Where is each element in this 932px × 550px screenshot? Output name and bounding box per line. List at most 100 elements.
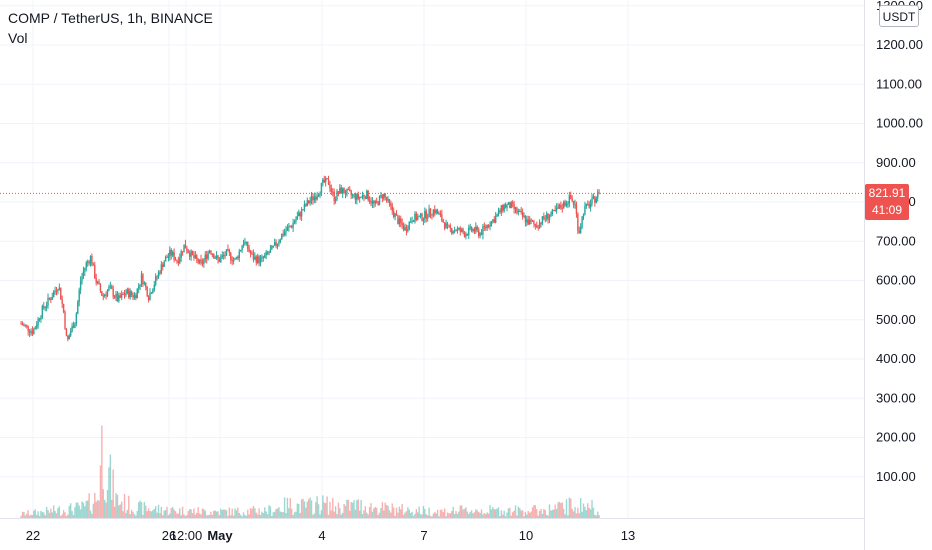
volume-bar [388,510,391,518]
volume-bar [190,509,192,518]
candle-body [507,202,510,205]
volume-bar [95,501,97,518]
candle-body [466,234,469,236]
volume-bar [353,500,355,518]
candle-body [336,191,338,200]
volume-bar [409,513,412,518]
candle-body [380,194,382,196]
candle-body [334,199,337,202]
candle-body [432,209,435,216]
volume-bar [68,505,70,518]
volume-bar [568,497,571,518]
volume-bar [519,508,521,518]
candle-body [443,222,446,229]
time-tick-label: 13 [621,528,635,543]
volume-bar [581,511,583,518]
volume-bar [466,511,469,518]
volume-bar [463,508,466,518]
volume-bar [322,495,324,518]
candle-body [179,257,181,264]
candle-body [130,291,133,295]
volume-bar [200,514,202,518]
volume-bar [356,500,358,518]
volume-bar [460,505,463,518]
volume-bar [371,511,374,518]
candle-body [417,216,419,220]
volume-bar [391,503,393,518]
volume-bar [511,512,514,518]
candle-body [463,232,466,237]
volume-bar [160,506,163,518]
candle-body [145,282,147,288]
volume-bar [523,516,525,518]
candle-body [560,204,562,208]
candle-body [96,281,99,283]
price-tick-label: 600.00 [876,273,916,288]
volume-bar [459,505,461,518]
volume-bar [468,513,470,518]
volume-bar [497,507,500,518]
candle-body [411,220,413,222]
volume-bar [381,502,384,518]
candle-body [453,230,456,232]
candle-body [133,295,136,298]
price-tick-label: 400.00 [876,351,916,366]
candle-body [45,305,48,308]
candle-body [315,196,317,200]
candle-body [98,281,100,285]
candle-body [550,214,552,217]
candle-body [91,256,93,265]
candle-body [405,227,408,232]
volume-bar [227,515,229,518]
candle-body [363,195,365,198]
volume-bar [282,512,284,518]
candle-body [534,223,537,226]
candle-body [567,203,569,205]
candle-body [190,250,192,257]
candle-body [439,213,442,215]
candle-body [303,204,306,211]
candle-body [548,216,551,220]
volume-bar [422,505,425,518]
candle-body [136,288,138,299]
volume-bar [217,511,219,518]
volume-bar [380,508,382,518]
candle-body [173,252,175,260]
candle-body [139,284,141,287]
candle-body [333,191,335,202]
candle-body [143,282,146,284]
volume-bar [324,503,327,518]
candle-body [256,256,259,263]
volume-bar [489,504,491,518]
volume-bar [303,501,306,518]
volume-indicator-label[interactable]: Vol [8,30,28,46]
symbol-title[interactable]: COMP / TetherUS, 1h, BINANCE [8,10,213,26]
volume-bar [205,515,208,518]
candle-body [456,228,459,231]
volume-bar [485,514,487,518]
volume-bar [547,515,549,518]
volume-bar [57,508,59,518]
volume-bar [538,510,541,518]
volume-bar [370,503,372,518]
volume-bar [173,509,175,518]
candle-body [553,209,555,211]
candle-body [497,210,500,215]
price-axis[interactable]: 100.00 200.00 300.00 400.00 500.00 600.00 700.… [864,0,924,550]
volume-bar [38,515,41,518]
candle-body [293,221,296,224]
volume-bar [527,510,529,518]
candle-body [69,331,72,336]
volume-bar [289,498,291,518]
volume-bar [149,510,151,518]
volume-bar [432,513,435,518]
volume-bar [23,512,25,518]
candle-body [595,198,597,203]
currency-button[interactable]: USDT [879,5,919,27]
volume-bar [152,510,154,518]
volume-bar [551,509,554,518]
candle-body [215,255,218,259]
candle-body [262,256,265,258]
